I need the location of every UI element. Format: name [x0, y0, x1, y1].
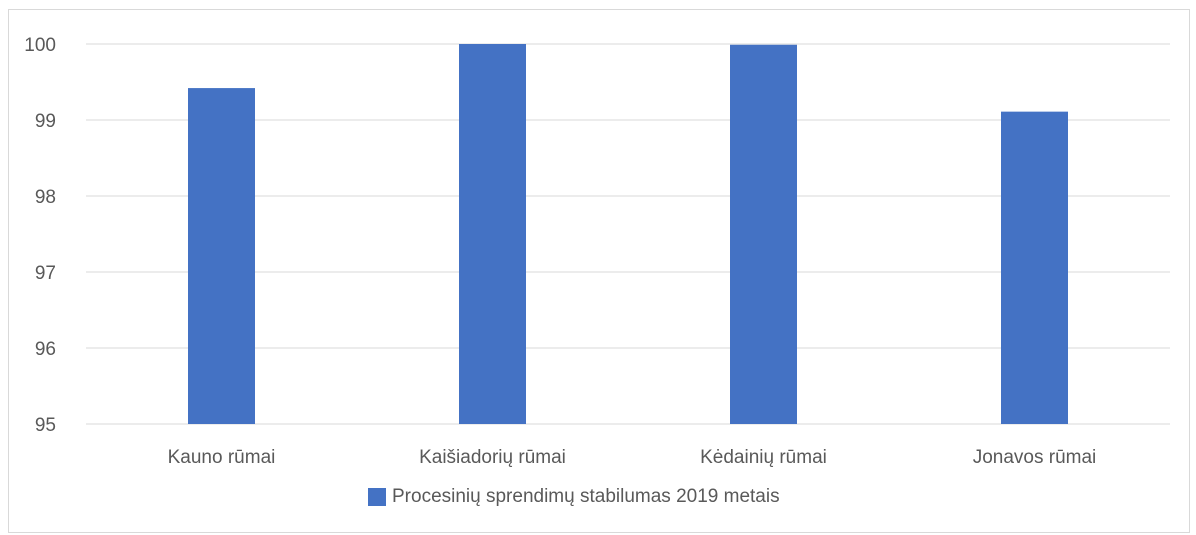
y-tick-label: 98 — [35, 187, 56, 208]
bars — [188, 44, 1068, 424]
x-category-label: Kaišiadorių rūmai — [419, 447, 566, 468]
y-tick-label: 97 — [35, 263, 56, 284]
legend: Procesinių sprendimų stabilumas 2019 met… — [368, 486, 780, 508]
y-axis-ticks: 95 96 97 98 99 100 — [24, 35, 56, 436]
bar — [730, 44, 797, 424]
bar — [1001, 111, 1068, 424]
y-tick-label: 95 — [35, 415, 56, 436]
gridlines — [86, 43, 1170, 425]
legend-label: Procesinių sprendimų stabilumas 2019 met… — [392, 486, 780, 507]
y-tick-label: 99 — [35, 111, 56, 132]
x-category-label: Kėdainių rūmai — [700, 447, 827, 468]
y-tick-label: 100 — [24, 35, 56, 56]
bar — [188, 88, 255, 424]
x-axis-categories: Kauno rūmai Kaišiadorių rūmai Kėdainių rūm… — [168, 447, 1097, 468]
bar — [459, 44, 526, 424]
y-tick-label: 96 — [35, 339, 56, 360]
x-category-label: Jonavos rūmai — [973, 447, 1097, 468]
x-category-label: Kauno rūmai — [168, 447, 276, 468]
legend-swatch — [368, 488, 386, 506]
